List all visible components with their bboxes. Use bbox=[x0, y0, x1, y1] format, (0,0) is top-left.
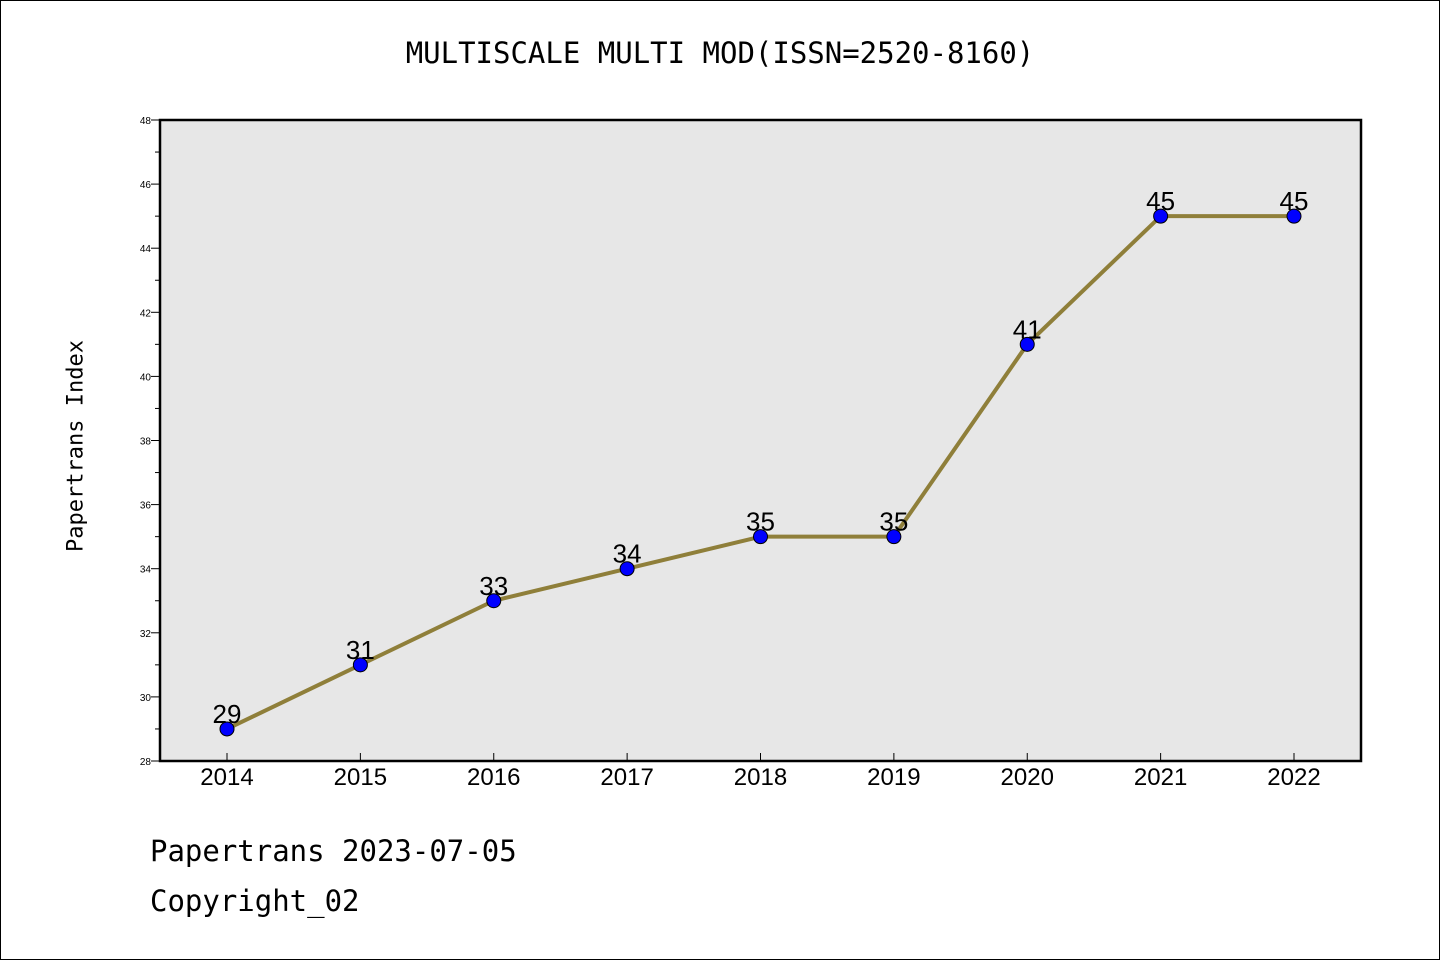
data-label: 41 bbox=[1013, 314, 1042, 344]
x-axis: 2014 2015 2016 2017 2018 2019 2020 2021 2022 bbox=[200, 753, 1321, 791]
data-point bbox=[619, 561, 635, 577]
x-tick-label: 2017 bbox=[600, 764, 653, 791]
x-tick-label: 2018 bbox=[734, 764, 787, 791]
data-label: 45 bbox=[1146, 186, 1175, 216]
y-tick-label: 34 bbox=[140, 565, 152, 576]
data-label: 31 bbox=[346, 635, 375, 665]
x-tick-label: 2015 bbox=[334, 764, 387, 791]
y-tick-label: 44 bbox=[140, 244, 152, 255]
y-axis: 28 30 32 34 36 38 40 42 44 46 48 bbox=[140, 116, 160, 768]
y-tick-label: 36 bbox=[140, 501, 152, 512]
data-point bbox=[1019, 336, 1035, 352]
y-tick-label: 38 bbox=[140, 437, 152, 448]
y-tick-label: 46 bbox=[140, 180, 152, 191]
x-tick-label: 2022 bbox=[1267, 764, 1320, 791]
y-tick-label: 32 bbox=[140, 629, 152, 640]
x-tick-label: 2019 bbox=[867, 764, 920, 791]
data-point bbox=[1153, 208, 1169, 224]
data-point bbox=[886, 529, 902, 545]
y-tick-label: 30 bbox=[140, 693, 152, 704]
data-point bbox=[753, 529, 768, 545]
data-point bbox=[352, 657, 368, 673]
y-tick-label: 42 bbox=[140, 308, 152, 319]
data-label: 35 bbox=[879, 507, 908, 537]
plot-area bbox=[158, 118, 1363, 763]
data-point bbox=[1286, 208, 1302, 224]
data-point bbox=[219, 721, 235, 737]
x-tick-label: 2014 bbox=[200, 764, 253, 791]
data-label: 29 bbox=[213, 699, 242, 729]
y-tick-label: 40 bbox=[140, 372, 152, 383]
footer-copyright: Copyright_02 bbox=[150, 884, 360, 918]
data-label: 45 bbox=[1280, 186, 1309, 216]
data-label: 33 bbox=[479, 571, 508, 601]
markers-group bbox=[219, 208, 1302, 737]
chart-title: MULTISCALE MULTI MOD(ISSN=2520-8160) bbox=[405, 36, 1035, 70]
y-tick-label: 28 bbox=[140, 757, 152, 768]
data-label: 34 bbox=[613, 539, 642, 569]
data-label: 35 bbox=[746, 507, 775, 537]
y-tick-label: 48 bbox=[140, 116, 152, 127]
data-point bbox=[486, 593, 502, 609]
footer-date: Papertrans 2023-07-05 bbox=[150, 834, 517, 868]
x-tick-label: 2020 bbox=[1001, 764, 1054, 791]
x-tick-label: 2016 bbox=[467, 764, 520, 791]
data-labels-group: 29 31 33 34 35 35 41 45 45 bbox=[213, 186, 1309, 729]
x-tick-label: 2021 bbox=[1134, 764, 1187, 791]
